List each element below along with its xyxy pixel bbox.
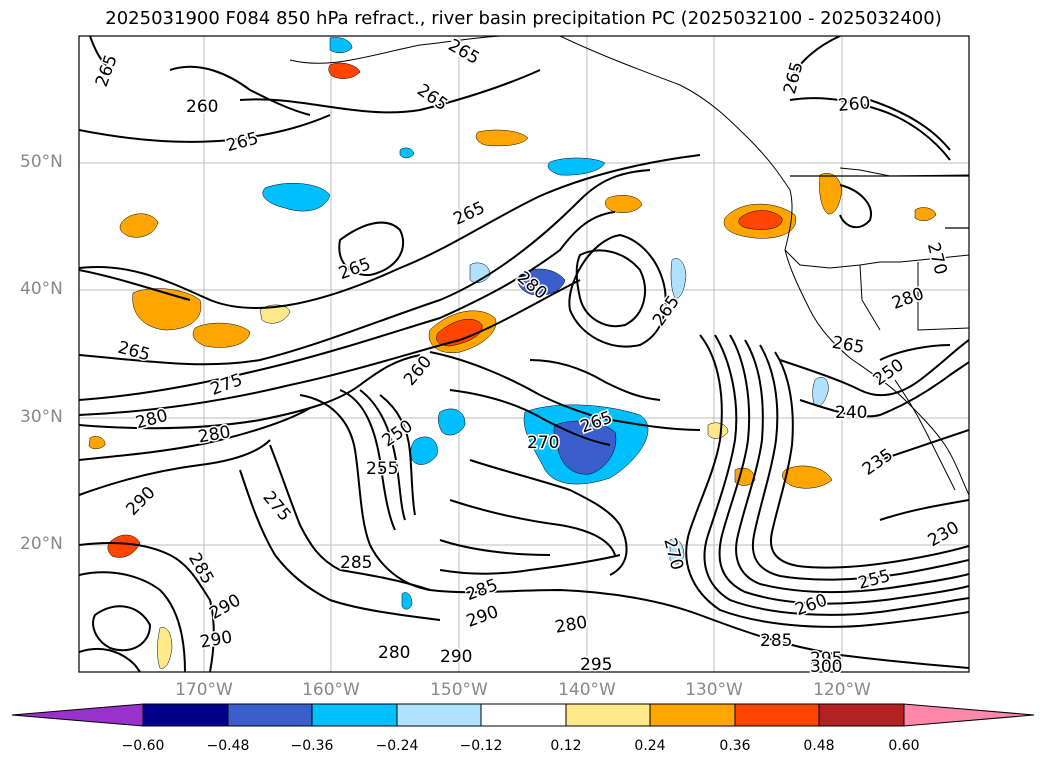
- contour-label: 270: [659, 536, 687, 573]
- colorbar-segment: [903, 703, 1035, 727]
- contour-label: 260: [400, 352, 436, 390]
- contour-label: 275: [259, 488, 295, 526]
- contour-label: 265: [830, 333, 865, 358]
- lon-label: 130°W: [685, 680, 743, 700]
- borders: [790, 175, 969, 229]
- contour-label: 285: [760, 631, 792, 651]
- colorbar-segment: [565, 703, 651, 727]
- contour-label: 290: [206, 590, 244, 624]
- colorbar-segment: [818, 703, 905, 727]
- colorbar-segment: [649, 703, 736, 727]
- colorbar-segment: [311, 703, 398, 727]
- contour-label: 290: [122, 483, 159, 520]
- colorbar-tick-label: −0.60: [121, 738, 165, 754]
- contour-label: 240: [835, 403, 867, 423]
- map-title: 2025031900 F084 850 hPa refract., river …: [105, 8, 942, 29]
- contour-label: 280: [889, 284, 926, 314]
- lat-label: 50°N: [20, 152, 63, 172]
- lon-label: 140°W: [558, 680, 616, 700]
- colorbar-tick-label: 0.36: [719, 738, 751, 754]
- lon-label: 120°W: [813, 680, 871, 700]
- plot-frame: [78, 35, 970, 673]
- colorbar-segment: [227, 703, 313, 727]
- contour-label: 255: [856, 566, 893, 594]
- colorbar-tick-label: 0.12: [550, 738, 582, 754]
- contour-label: 290: [464, 602, 501, 632]
- colorbar-segment: [734, 703, 820, 727]
- lat-label: 20°N: [20, 534, 63, 554]
- contour-label: 260: [186, 97, 218, 117]
- contour-label: 265: [780, 60, 808, 97]
- contour-label: 235: [859, 445, 897, 480]
- contour-label: 290: [440, 647, 472, 667]
- contour-label: 290: [199, 627, 234, 652]
- lon-label: 160°W: [302, 680, 360, 700]
- colorbar-tick-label: −0.48: [206, 738, 250, 754]
- colorbar-segment: [396, 703, 482, 727]
- lon-label: 170°W: [175, 680, 233, 700]
- contour-label: 295: [580, 655, 612, 675]
- contour-label: 285: [463, 575, 500, 605]
- colorbar-segment: [142, 703, 229, 727]
- contour-label: 280: [197, 422, 232, 447]
- contour-label: 280: [378, 643, 410, 663]
- contour-label: 295: [810, 649, 842, 669]
- coastlines: [289, 36, 969, 496]
- colorbar: [11, 703, 1035, 727]
- colorbar-tick-label: −0.24: [375, 738, 419, 754]
- contour-label: 265: [450, 198, 488, 230]
- lat-label: 30°N: [20, 407, 63, 427]
- contour-label: 270: [527, 433, 559, 453]
- contour-label: 250: [870, 355, 908, 390]
- contour-label: 300: [810, 657, 842, 677]
- colorbar-segment: [11, 703, 144, 727]
- contour-label: 265: [224, 129, 261, 157]
- colorbar-tick-label: −0.12: [459, 738, 503, 754]
- contour-label: 260: [837, 93, 871, 116]
- colorbar-tick-label: 0.48: [803, 738, 835, 754]
- contour-label: 230: [925, 518, 963, 552]
- colorbar-segment: [480, 703, 567, 727]
- colorbar-tick-label: 0.24: [634, 738, 666, 754]
- contour-label: 280: [554, 612, 589, 637]
- colorbar-tick-label: −0.36: [290, 738, 334, 754]
- colorbar-tick-label: 0.60: [888, 738, 920, 754]
- contour-label: 285: [340, 553, 372, 573]
- refractivity-contours: [79, 36, 969, 672]
- contour-label: 265: [116, 338, 153, 366]
- lon-label: 150°W: [430, 680, 488, 700]
- contour-label: 270: [923, 241, 951, 278]
- contour-label: 265: [445, 35, 483, 69]
- contour-label: 265: [92, 52, 122, 89]
- lat-label: 40°N: [20, 279, 63, 299]
- contour-label: 255: [366, 459, 398, 479]
